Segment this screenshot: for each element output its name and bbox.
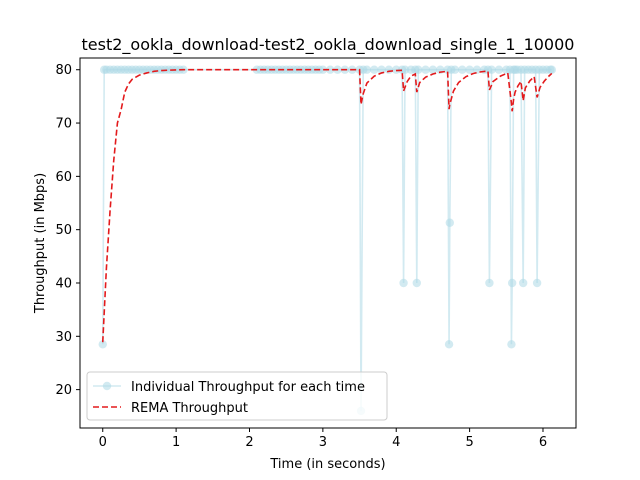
data-point (532, 278, 542, 288)
y-tick-label: 30 (55, 330, 72, 345)
legend: Individual Throughput for each time REMA … (86, 371, 388, 421)
plot-frame (79, 57, 577, 429)
data-point (362, 65, 372, 74)
data-point (458, 65, 467, 74)
y-tick-label: 60 (55, 170, 72, 185)
data-point (421, 65, 430, 74)
y-tick-label: 50 (55, 223, 72, 238)
y-tick-label: 20 (55, 383, 72, 398)
data-point (412, 278, 421, 288)
x-tick-label: 3 (319, 435, 327, 450)
data-point (326, 65, 335, 74)
y-axis: 20 30 40 50 60 70 80 (55, 63, 80, 398)
chart-title: test2_ookla_download-test2_ookla_downloa… (82, 35, 575, 55)
x-tick-label: 4 (392, 435, 400, 450)
data-point (318, 65, 328, 74)
y-axis-label: Throughput (in Mbps) (33, 173, 48, 314)
data-point (414, 65, 423, 74)
data-point (450, 65, 460, 74)
data-point (444, 340, 454, 349)
data-point (487, 65, 496, 74)
series-line-individual-throughput (101, 68, 552, 411)
x-axis-label: Time (in seconds) (269, 457, 385, 472)
data-point (98, 340, 107, 349)
data-point (370, 65, 379, 74)
x-tick-label: 5 (465, 435, 473, 450)
legend-box (86, 371, 388, 421)
legend-label-individual: Individual Throughput for each time (131, 380, 365, 395)
data-point (507, 278, 517, 288)
data-point (547, 65, 556, 74)
data-point (465, 65, 474, 74)
data-point (518, 278, 528, 288)
y-tick-label: 80 (55, 63, 72, 78)
data-point (485, 278, 494, 288)
data-point (494, 65, 504, 74)
y-tick-label: 70 (55, 117, 72, 132)
y-tick-label: 40 (55, 276, 72, 291)
x-tick-label: 2 (245, 435, 253, 450)
x-tick-label: 1 (172, 435, 180, 450)
data-point (399, 278, 408, 288)
plot-area (98, 65, 556, 416)
data-point (507, 340, 516, 349)
legend-label-rema: REMA Throughput (131, 401, 248, 416)
data-point (384, 65, 394, 74)
legend-marker-individual (102, 381, 112, 391)
data-point (445, 218, 454, 227)
data-point (472, 65, 482, 74)
x-tick-label: 6 (539, 435, 547, 450)
data-point (428, 65, 438, 74)
x-axis: 0 1 2 3 4 5 6 (99, 428, 547, 450)
x-tick-label: 0 (99, 435, 107, 450)
series-line-rema-throughput (101, 68, 553, 343)
data-point (400, 65, 410, 74)
